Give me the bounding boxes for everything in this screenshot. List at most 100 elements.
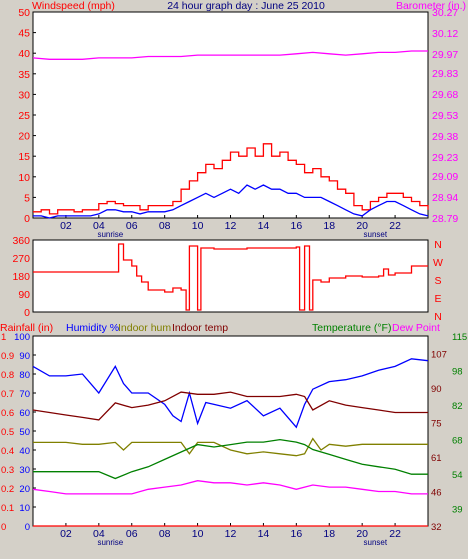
humidity-tick-label: 0 [25,522,30,533]
dew-point-series [32,480,428,495]
direction-tick-label: 360 [12,235,30,247]
x-tick-label: 14 [258,220,270,232]
humidity-tick-label: 80 [19,370,30,381]
direction-tick-label: 180 [12,271,30,283]
temperature-tick-label: 82 [452,401,463,412]
windspeed-tick-label: 20 [18,131,30,143]
humidity-tick-label: 90 [19,351,30,362]
temperature-tick-label: 54 [452,470,463,481]
indoor-temp-series [32,391,428,421]
x-tick-label: 22 [389,220,401,232]
humidity-tick-label: 70 [19,389,30,400]
x-tick-label: 18 [323,220,335,232]
temperature-tick-label: 75 [431,418,442,429]
temperature-tick-label: 98 [452,367,463,378]
windspeed-tick-label: 25 [18,110,30,122]
x-tick-label: 10 [192,528,204,540]
direction-tick-label: 270 [12,253,30,265]
chart-title: 24 hour graph day : June 25 2010 [167,0,325,12]
barometer-tick-label: 28.94 [432,192,458,204]
compass-tick-label: S [434,275,441,287]
x-tick-label: 12 [225,528,237,540]
legend-dew-point: Dew Point [392,322,440,334]
x-tick-label: 16 [290,220,302,232]
x-tick-label: 18 [323,528,335,540]
rainfall-tick-label: 0.6 [1,408,14,419]
legend-temperature: Temperature (°F) [312,322,391,334]
humidity-series [32,358,429,429]
legend-humidity: Humidity % [66,322,119,334]
x-tick-label: 22 [389,528,401,540]
barometer-tick-label: 29.38 [432,131,458,143]
barometer-tick-label: 29.68 [432,89,458,101]
rainfall-tick-label: 0.8 [1,370,14,381]
barometer-tick-label: 29.23 [432,152,458,164]
rainfall-tick-label: 0.3 [1,465,14,476]
humidity-tick-label: 50 [19,427,30,438]
windspeed-tick-label: 5 [24,192,30,204]
sunset-label: sunset [364,230,388,239]
direction-tick-label: 90 [18,289,30,301]
x-tick-label: 12 [225,220,237,232]
barometer-tick-label: 29.97 [432,49,458,61]
indoor-hum-series [33,437,428,457]
x-tick-label: 02 [60,528,72,540]
windspeed-tick-label: 10 [18,172,30,184]
sunset-label: sunset [364,538,388,547]
rainfall-tick-label: 0.9 [1,351,14,362]
windspeed-tick-label: 0 [24,213,30,225]
humidity-tick-label: 10 [19,503,30,514]
x-tick-label: 10 [192,220,204,232]
legend-indoor-hum: Indoor hum [118,322,171,334]
sunrise-label: sunrise [97,538,123,547]
temperature-tick-label: 107 [431,349,447,360]
x-tick-label: 20 [356,220,368,232]
barometer-series [32,50,428,60]
barometer-tick-label: 30.12 [432,28,458,40]
temperature-tick-label: 32 [431,522,442,533]
windspeed-tick-label: 45 [18,28,30,40]
gust-series [33,184,429,219]
rainfall-tick-label: 0.4 [1,446,14,457]
temperature-tick-label: 115 [452,332,467,343]
rainfall-tick-label: 0.5 [1,427,14,438]
direction-tick-label: 0 [24,307,30,319]
compass-tick-label: E [434,293,441,305]
x-tick-label: 02 [60,220,72,232]
x-tick-label: 14 [258,528,270,540]
compass-tick-label: N [434,239,442,251]
barometer-tick-label: 29.83 [432,68,458,80]
legend-rainfall: Rainfall (in) [0,322,53,334]
windspeed-axis-label: Windspeed (mph) [32,0,115,12]
barometer-axis-label: Barometer (in.) [396,0,466,12]
barometer-tick-label: 29.09 [432,171,458,183]
barometer-tick-label: 30.27 [432,7,458,19]
x-tick-label: 04 [93,220,105,232]
humidity-tick-label: 40 [19,446,30,457]
temp-humidity-plot-area [32,335,429,527]
rainfall-tick-label: 0.7 [1,389,14,400]
humidity-tick-label: 100 [14,332,30,343]
windspeed-tick-label: 30 [18,89,30,101]
x-tick-label: 20 [356,528,368,540]
temperature-tick-label: 90 [431,384,442,395]
barometer-tick-label: 29.53 [432,110,458,122]
wind-plot-area [32,11,429,219]
wind-direction-series [33,243,428,311]
windspeed-tick-label: 40 [18,48,30,60]
compass-tick-label: N [434,311,442,323]
temperature-tick-label: 61 [431,453,442,464]
x-tick-label: 08 [159,528,171,540]
windspeed-tick-label: 35 [18,69,30,81]
compass-tick-label: W [433,257,443,269]
temperature-series [33,438,428,480]
legend-indoor-temp: Indoor temp [172,322,228,334]
windspeed-tick-label: 15 [18,151,30,163]
temperature-tick-label: 68 [452,436,463,447]
rainfall-tick-label: 0 [1,522,6,533]
x-tick-label: 16 [290,528,302,540]
direction-plot-area [32,239,429,313]
humidity-tick-label: 60 [19,408,30,419]
windspeed-series [33,143,429,215]
